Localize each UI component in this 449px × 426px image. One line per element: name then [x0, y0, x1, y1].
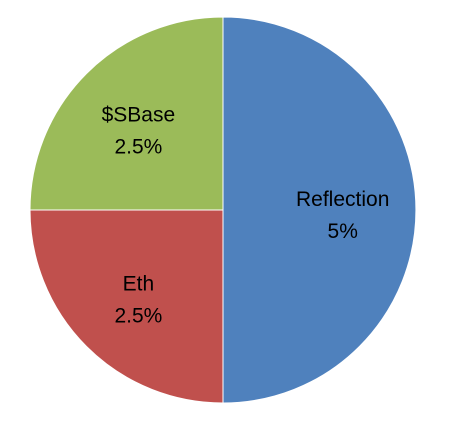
pie-slice--sbase — [29, 16, 224, 211]
slice-label--sbase: $SBase 2.5% — [102, 103, 176, 158]
slice-value: 2.5% — [114, 305, 162, 328]
slice-name: Eth — [123, 273, 155, 296]
slice-value: 5% — [328, 220, 358, 243]
slice-label-eth: Eth 2.5% — [114, 273, 162, 328]
slice-name: Reflection — [296, 188, 389, 211]
slice-label-reflection: Reflection 5% — [296, 188, 389, 243]
slice-value: 2.5% — [114, 135, 162, 158]
pie-slice-eth — [29, 209, 224, 404]
pie-slices — [29, 16, 417, 404]
pie-labels: Reflection 5% Eth 2.5% $SBase 2.5% — [102, 103, 390, 327]
pie-slice-reflection — [222, 16, 417, 404]
slice-name: $SBase — [102, 103, 176, 126]
